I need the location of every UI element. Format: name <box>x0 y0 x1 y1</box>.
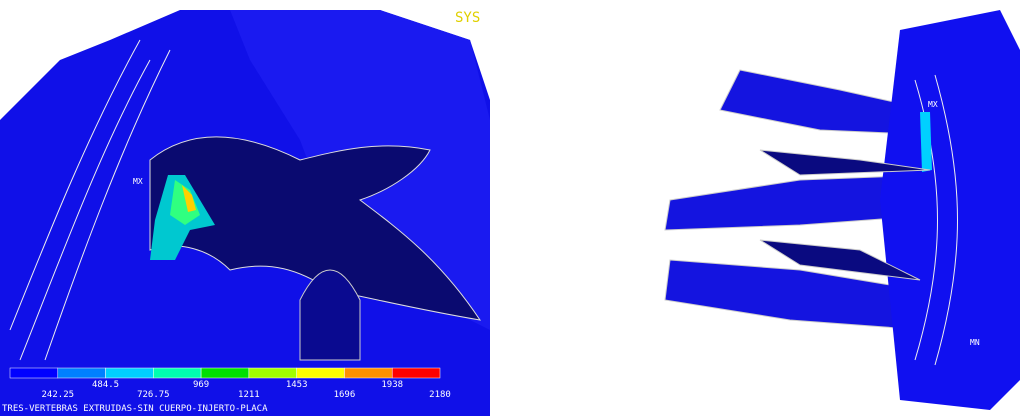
legend-swatch <box>344 367 393 379</box>
legend-label: 1453 <box>286 380 308 390</box>
caption: TRES-VERTEBRAS EXTRUIDAS-SIN CUERPO-INJE… <box>2 404 268 414</box>
legend-swatch <box>105 367 154 379</box>
legend: 242.25 484.5 726.75 969 1211 1453 1696 1938 2180 <box>0 362 490 416</box>
legend-swatch <box>391 367 441 379</box>
legend-swatch <box>153 367 202 379</box>
marker: MX <box>928 100 938 109</box>
legend-label: 242.25 <box>42 390 75 400</box>
legend-label: 484.5 <box>92 380 119 390</box>
legend-label: 969 <box>193 380 209 390</box>
legend-label: 2180 <box>429 390 451 400</box>
header-label: SYS <box>455 10 480 26</box>
legend-swatch <box>200 367 250 379</box>
legend-swatch <box>248 367 297 379</box>
legend-label: 1211 <box>238 390 260 400</box>
right-model <box>664 10 1020 410</box>
marker: MX <box>133 177 143 186</box>
legend-label: 1696 <box>334 390 356 400</box>
legend-swatch <box>57 367 106 379</box>
left-model <box>0 10 490 416</box>
marker: MN <box>970 338 980 347</box>
legend-label: 726.75 <box>137 390 170 400</box>
legend-label: 1938 <box>381 380 403 390</box>
legend-swatch <box>9 367 59 379</box>
legend-swatch <box>296 367 345 379</box>
